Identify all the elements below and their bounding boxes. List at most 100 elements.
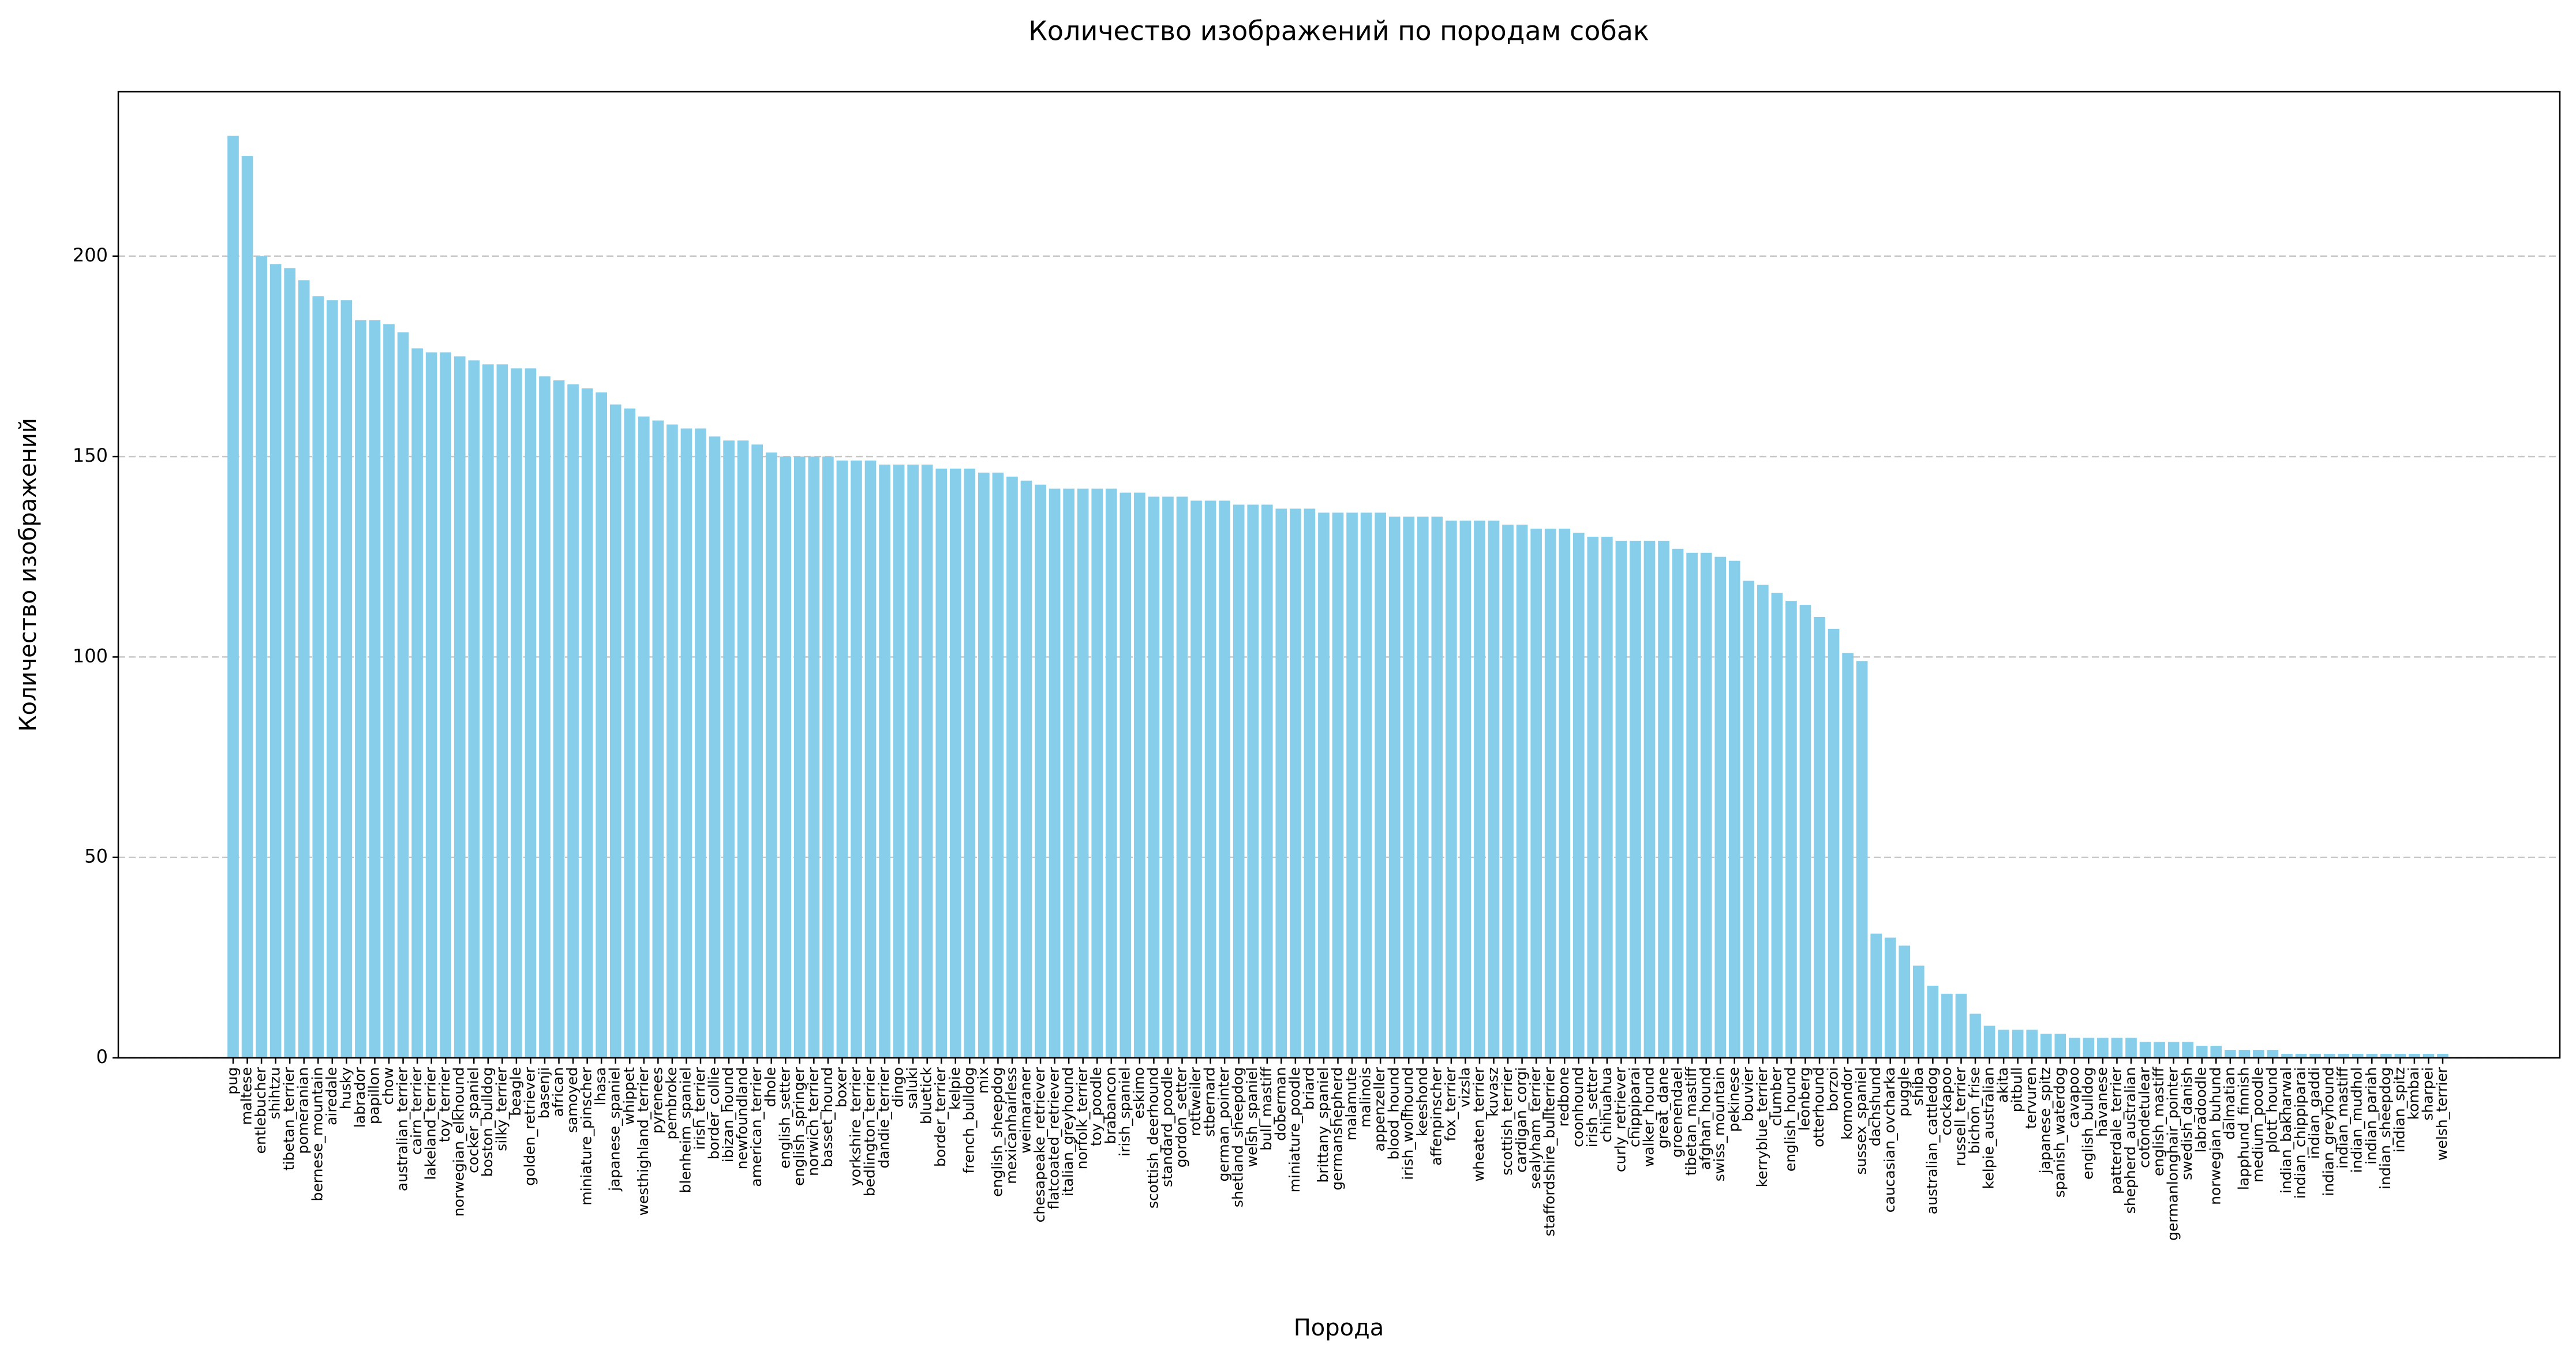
x-tick-label: kelpie (946, 1067, 963, 1110)
bar (1134, 492, 1145, 1058)
y-tick-label: 0 (96, 1046, 108, 1068)
bar (1290, 508, 1301, 1058)
x-tick-label: indian_spitz (2391, 1067, 2407, 1153)
x-tick-label: border_terrier (932, 1067, 949, 1167)
x-tick-label: bedlington_terrier (862, 1067, 878, 1196)
bar (1459, 521, 1472, 1058)
x-tick-label: airedale (323, 1067, 340, 1125)
x-tick-label: bernese_mountain (309, 1067, 325, 1201)
x-tick-label: kerryblue_terrier (1754, 1067, 1770, 1187)
bar (2281, 1054, 2293, 1058)
x-tick-label: norfolk_terrier (1074, 1067, 1091, 1169)
x-tick-label: wheaten_terrier (1470, 1067, 1487, 1181)
bar (893, 464, 905, 1058)
bar (1204, 500, 1216, 1058)
y-tick-label: 50 (84, 845, 108, 867)
bar (609, 404, 621, 1058)
bar (638, 416, 650, 1058)
bar (2167, 1042, 2180, 1058)
bar (1828, 628, 1840, 1058)
x-tick-label: pomeranian (295, 1067, 312, 1154)
bar (1970, 1013, 1981, 1058)
x-tick-label: bull_mastiff (1258, 1067, 1275, 1151)
bar (1020, 480, 1032, 1058)
bar (935, 468, 948, 1058)
bar (1516, 525, 1528, 1058)
bar (1077, 488, 1089, 1058)
bar (1006, 476, 1018, 1058)
bar (567, 384, 579, 1058)
x-tick-label: keeshond (1414, 1067, 1431, 1136)
bar (454, 356, 466, 1058)
bar (2040, 1034, 2052, 1058)
bar (284, 268, 295, 1058)
x-tick-label: medium_poodle (2249, 1067, 2266, 1183)
bar (326, 300, 338, 1058)
bar (1176, 496, 1188, 1058)
bar (1998, 1030, 2009, 1058)
bar (553, 380, 565, 1058)
x-tick-label: malamute (1343, 1067, 1360, 1140)
bar (355, 320, 366, 1058)
bar (1615, 540, 1627, 1058)
bar (596, 392, 607, 1058)
x-tick-label: african (550, 1067, 567, 1117)
bar (1403, 517, 1415, 1058)
x-tick-label: indian_chippiparai (2292, 1067, 2309, 1199)
x-tick-label: english_springer (791, 1067, 807, 1186)
bar (1601, 537, 1613, 1058)
bar (751, 444, 763, 1058)
bar (1233, 504, 1245, 1058)
x-tick-label: indian_sheepdog (2377, 1067, 2394, 1189)
x-tick-label: spanish_waterdog (2051, 1067, 2068, 1198)
x-tick-label: welsh_spaniel (1244, 1067, 1260, 1167)
x-tick-label: kombai (2405, 1067, 2422, 1120)
bar (2054, 1034, 2066, 1058)
bar (949, 468, 961, 1058)
x-tick-label: norwegian_elkhound (451, 1067, 467, 1217)
bar (1814, 616, 1825, 1058)
x-tick-label: beagle (507, 1067, 524, 1116)
bar (1658, 540, 1669, 1058)
x-tick-label: germanlonghair_pointer (2165, 1067, 2181, 1241)
bar (2352, 1054, 2364, 1058)
x-tick-label: komondor (1839, 1067, 1855, 1140)
x-tick-label: flatcoated_retriever (1046, 1067, 1062, 1209)
x-tick-label: dachshund (1867, 1067, 1884, 1146)
x-tick-label: italian_greyhound (1059, 1067, 1076, 1196)
x-tick-label: basset_hound (819, 1067, 836, 1168)
bar (1771, 593, 1783, 1058)
bar (539, 376, 551, 1058)
x-tick-label: scottish_terrier (1499, 1067, 1515, 1176)
bar (1275, 508, 1287, 1058)
x-tick-label: boston_bulldog (479, 1067, 496, 1177)
bar (1332, 512, 1344, 1058)
x-tick-label: havanese (2094, 1067, 2110, 1137)
bar (2182, 1042, 2194, 1058)
x-tick-label: cockapoo (1938, 1067, 1955, 1136)
bar (1743, 581, 1755, 1058)
bar (482, 364, 494, 1058)
bar (836, 461, 848, 1058)
x-tick-label: standard_poodle (1159, 1067, 1175, 1187)
x-tick-label: chow (380, 1067, 396, 1105)
bar (1091, 488, 1103, 1058)
bar (921, 464, 933, 1058)
bar (2323, 1054, 2335, 1058)
x-tick-label: shiba (1909, 1067, 1926, 1106)
bar (312, 296, 324, 1058)
x-tick-label: brittany_spaniel (1315, 1067, 1331, 1183)
bar (864, 461, 877, 1058)
bar (1785, 601, 1797, 1058)
x-tick-label: chesapeake_retriever (1031, 1067, 1048, 1222)
bar (1870, 933, 1882, 1058)
x-tick-label: blood_hound (1386, 1067, 1402, 1159)
x-tick-label: cavapoo (2065, 1067, 2082, 1128)
bar (2225, 1050, 2236, 1058)
x-tick-label: entlebucher (252, 1067, 269, 1154)
bar (2380, 1054, 2392, 1058)
x-tick-label: brabancon (1102, 1067, 1119, 1144)
x-tick-label: sealyham_terrier (1527, 1067, 1544, 1189)
x-tick-label: toy_poodle (1088, 1067, 1104, 1146)
x-tick-label: bouvier (1739, 1067, 1756, 1121)
